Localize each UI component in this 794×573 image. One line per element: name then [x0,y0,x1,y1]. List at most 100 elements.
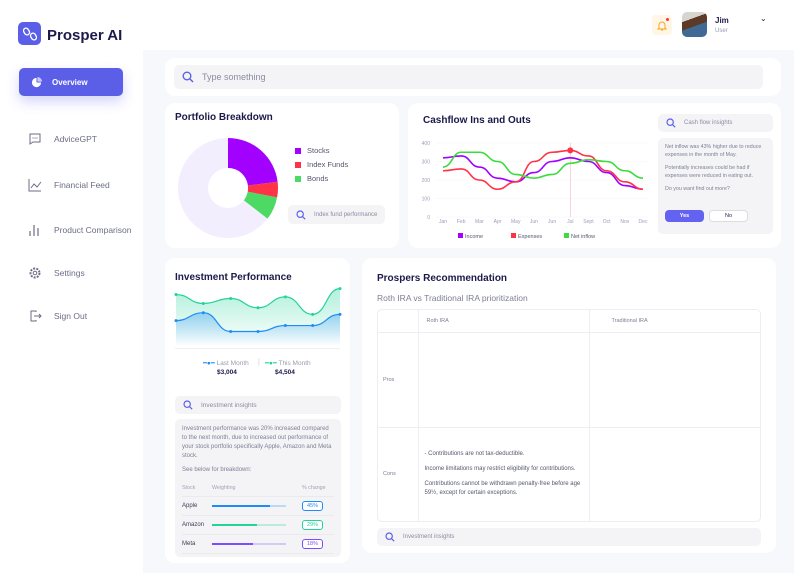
sidebar-item-product-comparison[interactable]: Product Comparison [28,223,131,237]
column-header: Traditional IRA [589,310,760,333]
weighting-bar [212,543,286,545]
con-item: Contributions cannot be withdrawn penalt… [424,481,581,497]
sidebar-item-label: AdviceGPT [54,134,97,144]
app-logo [18,22,41,45]
x-tick-label: Sept [583,219,594,225]
investment-area-chart [174,287,342,346]
data-point [174,319,178,323]
stock-row: Apple 45% [182,497,334,516]
legend-label: Net inflow [571,234,595,240]
stock-name: Amazon [182,522,205,528]
cashflow-insights-placeholder: Cash flow insights [684,120,733,126]
stock-breakdown-table: Stock Weighting % change Apple 45% Amazon 29% M… [182,485,334,554]
user-menu-chevron-icon[interactable]: ⌄ [760,14,767,23]
search-icon [183,400,193,410]
column-header: Roth IRA [418,310,590,333]
avatar[interactable] [682,12,707,37]
legend-swatch [511,233,516,238]
portfolio-donut-chart [178,138,278,238]
link-icon [22,26,37,41]
sidebar-item-label: Settings [54,268,85,278]
insight-text: Net inflow was 43% higher due to reduce … [665,144,762,158]
sidebar-item-financial-feed[interactable]: Financial Feed [28,178,110,192]
change-badge: 18% [302,539,324,549]
search-placeholder: Type something [202,72,266,82]
data-point [311,312,315,316]
legend-swatch [458,233,463,238]
search-input[interactable]: Type something [174,65,763,89]
legend-swatch [295,175,301,182]
x-tick-label: Jun [548,219,556,225]
weighting-bar [212,524,286,526]
cashflow-insights-panel: Net inflow was 43% higher due to reduce … [658,138,773,234]
recommendation-insights-search[interactable]: Investment insights [377,528,761,546]
donut-slice-stocks [228,138,278,186]
stock-name: Meta [182,541,196,547]
donut-slice-index-funds [247,181,278,198]
sidebar-item-label: Overview [52,77,88,87]
x-tick-label: Oct [603,219,611,225]
investment-insights-panel: Investment performance was 20% increased… [175,419,341,557]
insight-question: Do you want find out more? [665,185,730,192]
y-tick-label: 100 [422,197,431,203]
legend-swatch [564,233,569,238]
investment-insights-search[interactable]: Investment insights [175,396,341,414]
sidebar-item-advicegpt[interactable]: AdviceGPT [28,132,97,146]
data-point [229,330,233,333]
y-tick-label: 300 [422,160,431,166]
recommendation-title: Prospers Recommendation [377,273,508,284]
data-point [338,287,342,291]
search-icon [385,532,395,542]
recommendation-card: Prospers Recommendation Roth IRA vs Trad… [362,258,776,553]
change-badge: 29% [302,520,324,530]
yes-button[interactable]: Yes [665,210,704,222]
change-badge: 45% [302,501,324,511]
con-item: Income limitations may restrict eligibil… [424,466,576,473]
legend-this-month: ━●━ This Month $4,504 [265,360,311,376]
legend-swatch [295,147,301,154]
stock-row: Meta 18% [182,535,334,554]
legend-value: $4,504 [275,369,295,376]
legend-label: Stocks [307,146,330,155]
row-label: Cons [378,427,419,521]
line-chart-icon [28,179,42,192]
data-point [229,297,233,300]
sidebar-item-label: Product Comparison [54,225,132,235]
sign-out-icon [30,310,42,322]
chat-icon [29,133,41,145]
breakdown-label: See below for breakdown: [182,467,252,473]
bar-chart-icon [29,225,39,236]
stock-name: Apple [182,503,198,509]
investment-summary: Investment performance was 20% increased… [182,426,332,459]
index-fund-placeholder: Index fund performance [314,211,378,218]
user-role: User [715,28,728,34]
con-item: - Contributions are not tax-deductible. [424,451,525,458]
legend-item: Bonds [295,174,348,183]
sidebar-item-label: Financial Feed [54,180,110,190]
column-header: Stock [182,485,196,491]
legend-label: Index Funds [307,160,349,169]
series-line-net-inflow [442,151,644,179]
sidebar-item-sign-out[interactable]: Sign Out [28,309,87,323]
recommendation-insights-placeholder: Investment insights [403,534,455,540]
sidebar-item-overview[interactable]: Overview [19,68,123,96]
donut-hole [208,168,248,208]
search-icon [182,71,194,83]
notification-button[interactable] [652,15,672,35]
highlight-point [567,147,574,154]
x-tick-label: Jun [530,219,538,225]
search-icon [296,209,306,220]
search-card: Type something [165,58,781,96]
no-button[interactable]: No [709,210,748,222]
portfolio-legend: Stocks Index Funds Bonds [295,146,348,188]
cashflow-insights-search[interactable]: Cash flow insights [658,114,773,132]
sidebar-item-settings[interactable]: Settings [28,266,85,280]
legend-item: Index Funds [295,160,348,169]
x-tick-label: May [511,219,521,225]
cashflow-card: Cashflow Ins and Outs 0 100 200 300 400 Jan Fe… [408,103,781,248]
investment-insights-placeholder: Investment insights [201,401,257,409]
index-fund-search[interactable]: Index fund performance [288,205,385,224]
weighting-bar [212,505,286,507]
legend-label: Expenses [518,234,542,240]
notification-dot [666,18,669,21]
